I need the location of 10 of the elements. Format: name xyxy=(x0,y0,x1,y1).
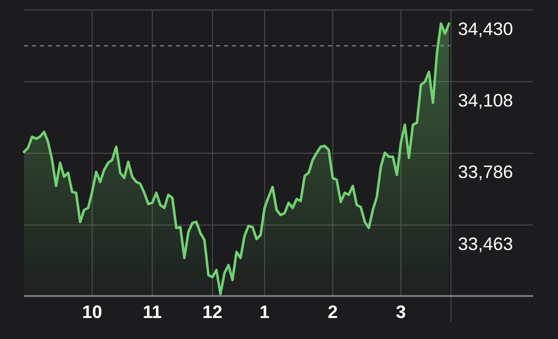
x-tick-label: 3 xyxy=(396,302,406,322)
x-tick-label: 1 xyxy=(260,302,270,322)
y-tick-label: 33,786 xyxy=(458,162,514,182)
x-tick-label: 10 xyxy=(82,302,102,322)
x-tick-label: 2 xyxy=(328,302,338,322)
x-tick-label: 12 xyxy=(202,302,222,322)
y-tick-label: 34,430 xyxy=(458,19,514,39)
y-tick-label: 34,108 xyxy=(458,90,514,111)
x-tick-label: 11 xyxy=(142,302,162,322)
y-tick-label: 33,463 xyxy=(458,234,514,254)
